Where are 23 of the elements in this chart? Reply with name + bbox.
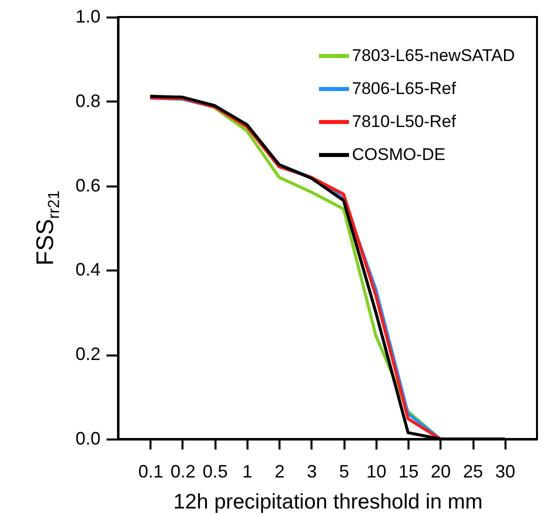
x-tick-label: 5 (339, 462, 350, 482)
x-tick-label: 0.2 (170, 462, 196, 482)
x-tick-label: 0.5 (202, 462, 228, 482)
y-tick-label: 0.0 (75, 428, 100, 448)
y-tick-label: 0.6 (75, 175, 100, 196)
y-tick-label: 0.2 (75, 344, 100, 364)
y-tick-label: 1.0 (75, 6, 100, 26)
x-tick-label: 0.1 (138, 462, 164, 482)
y-tick-label: 0.4 (75, 260, 100, 280)
x-axis-title: 12h precipitation threshold in mm (173, 490, 483, 514)
x-tick-label: 20 (430, 462, 451, 482)
legend-label: COSMO-DE (352, 145, 446, 164)
x-tick-label: 10 (366, 462, 386, 482)
x-tick-label: 1 (242, 462, 252, 482)
x-tick-label: 2 (274, 462, 285, 482)
legend-label: 7806-L65-Ref (352, 79, 456, 98)
x-tick-label: 15 (398, 462, 419, 482)
y-tick-label: 0.8 (75, 90, 100, 111)
x-tick-label: 25 (463, 462, 484, 482)
x-tick-label: 3 (306, 462, 317, 482)
x-tick-label: 30 (495, 462, 516, 482)
legend-label: 7803-L65-newSATAD (352, 46, 515, 65)
legend-label: 7810-L50-Ref (352, 112, 456, 131)
